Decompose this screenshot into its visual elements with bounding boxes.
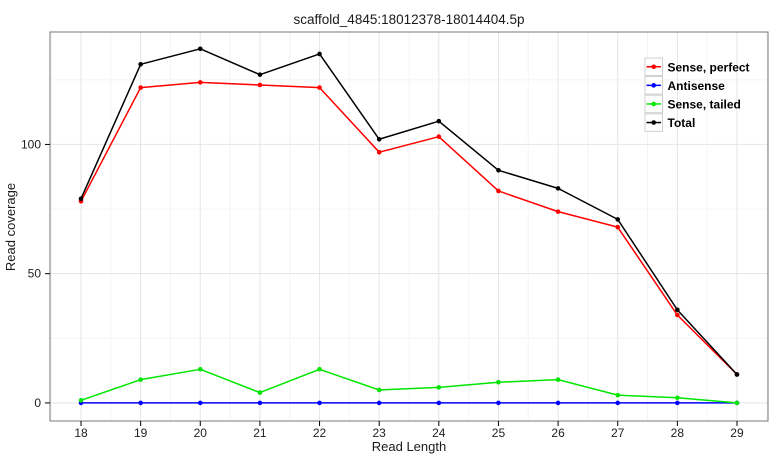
data-point: [615, 224, 621, 230]
data-point: [376, 387, 382, 393]
data-point: [555, 186, 561, 191]
data-point: [496, 188, 501, 194]
data-point: [555, 400, 561, 406]
data-point: [436, 118, 442, 124]
x-axis-title: Read Length: [372, 439, 446, 454]
x-tick-label: 26: [551, 426, 565, 440]
data-point: [257, 400, 263, 406]
data-point: [555, 209, 561, 214]
series-line: [80, 81, 738, 376]
data-point: [376, 400, 382, 406]
data-point: [138, 377, 143, 382]
series-sense-tailed: [78, 367, 740, 406]
legend-item-total: Total: [644, 113, 696, 132]
legend-key-point: [651, 120, 657, 125]
x-tick-label: 18: [74, 426, 88, 440]
legend-label: Sense, tailed: [668, 97, 741, 111]
data-point: [734, 400, 740, 406]
data-point: [317, 367, 322, 372]
legend-label: Antisense: [668, 79, 726, 93]
legend: Sense, perfect Antisense Sense, tailed Tota…: [644, 57, 750, 132]
data-point: [675, 395, 680, 401]
x-tick-label: 24: [432, 426, 446, 440]
legend-item-antisense: Antisense: [644, 76, 726, 95]
data-point: [138, 62, 143, 67]
data-point: [376, 149, 382, 155]
data-point: [675, 312, 680, 318]
data-point: [555, 377, 561, 382]
data-point: [436, 134, 442, 139]
data-point: [197, 367, 203, 372]
y-tick-label: 50: [28, 267, 42, 281]
legend-key-point: [651, 64, 657, 70]
data-point: [197, 46, 203, 52]
series-line: [80, 48, 738, 375]
x-tick-label: 22: [313, 426, 327, 440]
chart-title: scaffold_4845:18012378-18014404.5p: [294, 12, 525, 27]
plot-panel-border-and-ticks: 18 19 20 21 22 23 24 25 26 27 28 29 0 50 100: [21, 31, 769, 440]
data-point: [675, 400, 680, 406]
data-point: [317, 85, 322, 90]
legend-label: Total: [668, 116, 696, 130]
data-point: [615, 392, 621, 398]
data-point: [317, 51, 322, 57]
x-tick-label: 28: [671, 426, 685, 440]
series-sense-perfect: [78, 80, 740, 377]
data-point: [376, 136, 382, 142]
series-total: [78, 46, 740, 377]
y-tick-label: 100: [21, 137, 41, 151]
y-axis-title: Read coverage: [3, 183, 18, 271]
data-point: [257, 82, 263, 88]
data-point: [675, 307, 680, 313]
data-point: [496, 400, 501, 406]
x-tick-label: 20: [194, 426, 208, 440]
legend-key-point: [651, 101, 657, 107]
x-tick-label: 27: [611, 426, 625, 440]
data-point: [615, 217, 621, 222]
data-point: [436, 385, 442, 390]
data-point: [78, 196, 84, 202]
data-point: [138, 85, 143, 90]
data-point: [257, 72, 263, 77]
x-tick-label: 29: [730, 426, 744, 440]
data-point: [734, 372, 740, 377]
legend-key-point: [651, 83, 657, 88]
data-point: [496, 167, 501, 173]
data-point: [197, 400, 203, 406]
series-layer: [78, 46, 740, 406]
x-tick-label: 25: [492, 426, 506, 440]
legend-item-sense-perfect: Sense, perfect: [644, 57, 750, 76]
x-tick-label: 21: [253, 426, 267, 440]
legend-label: Sense, perfect: [668, 60, 750, 74]
data-point: [197, 80, 203, 85]
data-point: [496, 379, 501, 385]
series-line: [80, 368, 738, 404]
data-point: [138, 400, 143, 406]
data-point: [436, 400, 442, 406]
legend-item-sense-tailed: Sense, tailed: [644, 94, 741, 114]
x-tick-label: 19: [134, 426, 148, 440]
data-point: [78, 398, 84, 403]
data-point: [615, 400, 621, 406]
y-tick-label: 0: [34, 396, 41, 410]
panel-border: [49, 31, 769, 422]
data-point: [257, 390, 263, 395]
data-point: [317, 400, 322, 406]
x-tick-label: 23: [373, 426, 387, 440]
